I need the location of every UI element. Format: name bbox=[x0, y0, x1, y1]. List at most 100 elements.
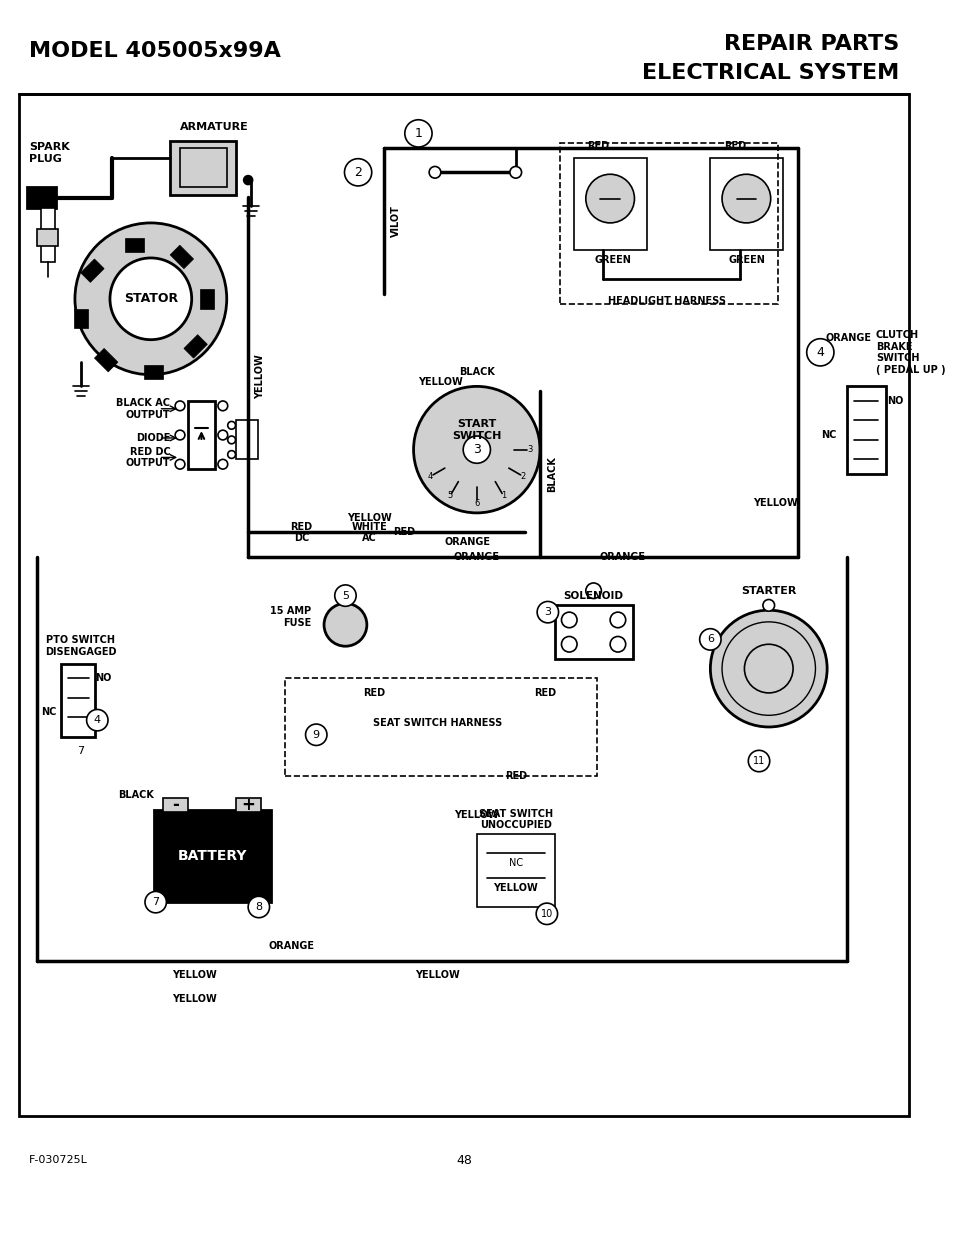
Text: YELLOW: YELLOW bbox=[172, 971, 216, 981]
Circle shape bbox=[806, 338, 833, 366]
Text: ORANGE: ORANGE bbox=[444, 537, 490, 547]
Circle shape bbox=[610, 636, 625, 652]
Bar bbox=[574, 158, 646, 251]
Bar bbox=[153, 810, 271, 902]
Text: 4: 4 bbox=[816, 346, 823, 359]
Text: BLACK: BLACK bbox=[546, 456, 557, 492]
Text: NO: NO bbox=[95, 673, 112, 683]
Text: STARTER: STARTER bbox=[740, 585, 796, 595]
Bar bbox=[170, 246, 193, 269]
Circle shape bbox=[610, 613, 625, 627]
Text: YELLOW: YELLOW bbox=[753, 498, 797, 508]
Text: RED DC
OUTPUT: RED DC OUTPUT bbox=[126, 447, 171, 468]
Bar bbox=[184, 335, 207, 358]
Circle shape bbox=[110, 258, 192, 340]
Circle shape bbox=[217, 430, 228, 440]
Text: HEADLIGHT HARNESS: HEADLIGHT HARNESS bbox=[607, 295, 725, 305]
Text: RED: RED bbox=[504, 771, 526, 781]
Bar bbox=[144, 366, 163, 379]
Text: REPAIR PARTS: REPAIR PARTS bbox=[723, 33, 899, 54]
Text: YELLOW: YELLOW bbox=[254, 354, 265, 399]
Circle shape bbox=[463, 436, 490, 463]
Bar bbox=[37, 228, 58, 246]
Text: GREEN: GREEN bbox=[594, 254, 631, 264]
Text: GREEN: GREEN bbox=[728, 254, 765, 264]
Circle shape bbox=[335, 585, 355, 606]
Text: BATTERY: BATTERY bbox=[177, 850, 247, 863]
Text: YELLOW: YELLOW bbox=[172, 994, 216, 1004]
Text: 5: 5 bbox=[447, 492, 453, 500]
Bar bbox=[171, 141, 236, 195]
Text: BLACK: BLACK bbox=[118, 790, 154, 800]
Circle shape bbox=[561, 613, 577, 627]
Text: 15 AMP
FUSE: 15 AMP FUSE bbox=[270, 606, 311, 627]
Bar bbox=[845, 387, 884, 474]
Text: DIODE: DIODE bbox=[135, 433, 171, 443]
Circle shape bbox=[721, 622, 815, 715]
Text: 3: 3 bbox=[544, 608, 551, 618]
Circle shape bbox=[175, 459, 185, 469]
Text: 9: 9 bbox=[313, 730, 319, 740]
Text: START
SWITCH: START SWITCH bbox=[452, 420, 501, 441]
Bar bbox=[74, 309, 88, 329]
Circle shape bbox=[217, 401, 228, 411]
Circle shape bbox=[324, 604, 367, 646]
Text: ORANGE: ORANGE bbox=[454, 552, 499, 562]
Text: NC: NC bbox=[821, 430, 836, 440]
Text: BLACK: BLACK bbox=[458, 367, 495, 377]
Bar bbox=[188, 401, 214, 469]
Circle shape bbox=[509, 167, 521, 178]
Text: NC: NC bbox=[41, 708, 56, 718]
Circle shape bbox=[248, 897, 270, 918]
Text: ELECTRICAL SYSTEM: ELECTRICAL SYSTEM bbox=[641, 63, 899, 83]
Bar bbox=[559, 143, 778, 304]
Text: PTO SWITCH
DISENGAGED: PTO SWITCH DISENGAGED bbox=[45, 635, 116, 657]
Text: CLUTCH
BRAKE
SWITCH
( PEDAL UP ): CLUTCH BRAKE SWITCH ( PEDAL UP ) bbox=[875, 330, 944, 374]
Circle shape bbox=[305, 724, 327, 746]
Bar bbox=[41, 209, 55, 262]
Circle shape bbox=[87, 709, 108, 731]
Text: 8: 8 bbox=[255, 902, 262, 911]
Bar bbox=[476, 834, 554, 906]
Bar bbox=[19, 94, 908, 1116]
Circle shape bbox=[175, 430, 185, 440]
Bar bbox=[236, 420, 257, 459]
Text: RED
DC: RED DC bbox=[291, 521, 313, 543]
Bar bbox=[554, 605, 632, 658]
Text: SOLENOID: SOLENOID bbox=[563, 590, 623, 600]
Circle shape bbox=[228, 451, 235, 458]
Circle shape bbox=[721, 174, 770, 222]
Text: RED: RED bbox=[587, 141, 609, 151]
Circle shape bbox=[536, 903, 557, 925]
Text: 2: 2 bbox=[520, 472, 525, 480]
Circle shape bbox=[747, 751, 769, 772]
Text: NC: NC bbox=[508, 858, 522, 868]
Text: F-030725L: F-030725L bbox=[30, 1155, 88, 1165]
Text: 7: 7 bbox=[77, 746, 84, 756]
Circle shape bbox=[429, 167, 440, 178]
Circle shape bbox=[75, 222, 227, 374]
Text: -: - bbox=[172, 795, 178, 814]
Circle shape bbox=[145, 892, 166, 913]
Text: SEAT SWITCH HARNESS: SEAT SWITCH HARNESS bbox=[373, 718, 502, 729]
Text: YELLOW: YELLOW bbox=[416, 971, 459, 981]
Bar bbox=[180, 148, 227, 186]
Text: +: + bbox=[241, 795, 254, 814]
Text: 6: 6 bbox=[706, 635, 713, 645]
Text: YELLOW: YELLOW bbox=[418, 377, 463, 387]
Text: ORANGE: ORANGE bbox=[269, 941, 314, 951]
Text: 7: 7 bbox=[152, 897, 159, 908]
Text: 4: 4 bbox=[427, 472, 433, 480]
Circle shape bbox=[404, 120, 432, 147]
Text: SPARK
PLUG: SPARK PLUG bbox=[30, 142, 70, 164]
Text: 1: 1 bbox=[500, 492, 506, 500]
Text: MODEL 405005x99A: MODEL 405005x99A bbox=[30, 41, 281, 61]
Text: 1: 1 bbox=[414, 127, 422, 140]
Text: 48: 48 bbox=[456, 1153, 472, 1167]
Text: ORANGE: ORANGE bbox=[599, 552, 645, 562]
Bar bbox=[163, 798, 188, 811]
Circle shape bbox=[537, 601, 558, 622]
Text: STATOR: STATOR bbox=[124, 293, 177, 305]
Text: NO: NO bbox=[886, 396, 902, 406]
Text: 11: 11 bbox=[752, 756, 764, 766]
